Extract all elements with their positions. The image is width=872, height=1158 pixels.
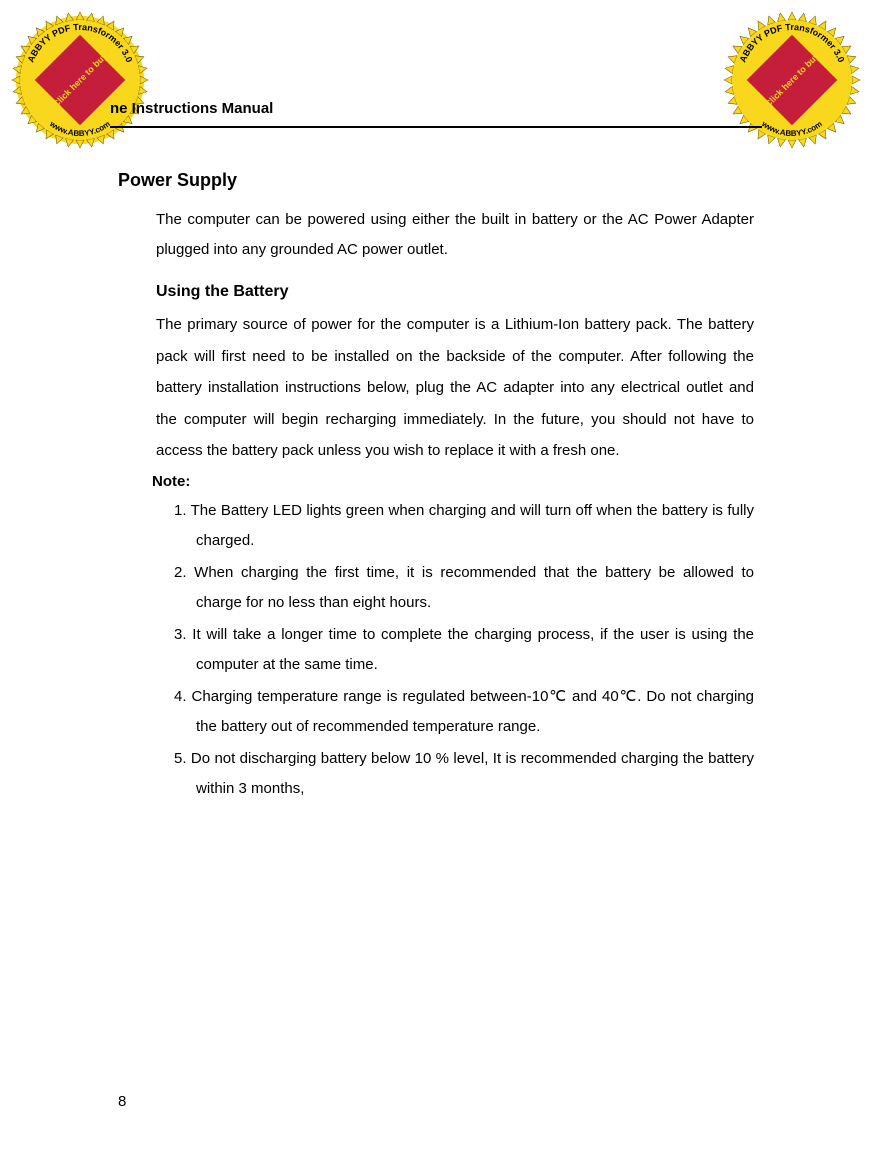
- note-list: 1. The Battery LED lights green when cha…: [174, 496, 754, 804]
- note-item: 3. It will take a longer time to complet…: [174, 620, 754, 680]
- page-number: 8: [118, 1093, 126, 1110]
- page-header: ne Instructions Manual: [110, 100, 762, 128]
- page-content: Power Supply The computer can be powered…: [118, 170, 754, 806]
- subsection-paragraph: The primary source of power for the comp…: [156, 309, 754, 467]
- note-item: 2. When charging the first time, it is r…: [174, 558, 754, 618]
- note-item: 1. The Battery LED lights green when cha…: [174, 496, 754, 556]
- intro-paragraph: The computer can be powered using either…: [156, 205, 754, 265]
- note-label: Note:: [152, 473, 754, 490]
- note-item: 4. Charging temperature range is regulat…: [174, 682, 754, 742]
- note-item: 5. Do not discharging battery below 10 %…: [174, 744, 754, 804]
- subsection-title: Using the Battery: [156, 283, 754, 301]
- section-title: Power Supply: [118, 170, 754, 191]
- abbyy-seal-right[interactable]: ABBYY PDF Transformer 3.0 www.ABBYY.com …: [712, 0, 872, 160]
- abbyy-seal-left[interactable]: ABBYY PDF Transformer 3.0 www.ABBYY.com …: [0, 0, 160, 160]
- header-title: ne Instructions Manual: [110, 100, 273, 117]
